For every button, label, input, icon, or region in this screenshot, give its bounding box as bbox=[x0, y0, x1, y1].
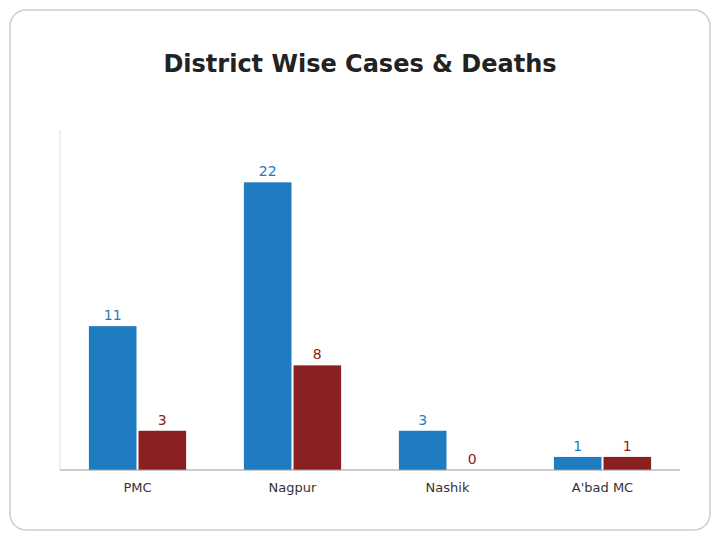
chart-container: District Wise Cases & Deaths 11 22 3 1 3 8 0 1 PM… bbox=[0, 0, 720, 540]
data-label: 1 bbox=[623, 438, 632, 454]
data-label: 1 bbox=[573, 438, 582, 454]
y-axis-line bbox=[60, 130, 61, 470]
bar bbox=[294, 365, 342, 470]
bars bbox=[89, 182, 651, 470]
data-label: 11 bbox=[104, 307, 122, 323]
x-axis-line bbox=[60, 470, 680, 471]
frame-border bbox=[10, 10, 710, 530]
data-label: 0 bbox=[468, 451, 477, 467]
bar bbox=[604, 457, 652, 470]
data-label: 22 bbox=[259, 163, 277, 179]
chart-svg: District Wise Cases & Deaths 11 22 3 1 3 8 0 1 PM… bbox=[0, 0, 720, 540]
bar bbox=[139, 431, 187, 470]
data-label: 8 bbox=[313, 346, 322, 362]
bar bbox=[399, 431, 447, 470]
bar bbox=[554, 457, 602, 470]
x-tick-label: A'bad MC bbox=[572, 480, 633, 495]
x-tick-label: PMC bbox=[123, 480, 151, 495]
data-label: 3 bbox=[418, 412, 427, 428]
data-labels: 11 22 3 1 3 8 0 1 bbox=[104, 163, 632, 467]
bar bbox=[244, 182, 292, 470]
x-tick-label: Nashik bbox=[426, 480, 470, 495]
x-tick-label: Nagpur bbox=[269, 480, 317, 495]
chart-title: District Wise Cases & Deaths bbox=[163, 50, 556, 78]
data-label: 3 bbox=[158, 412, 167, 428]
bar bbox=[89, 326, 137, 470]
